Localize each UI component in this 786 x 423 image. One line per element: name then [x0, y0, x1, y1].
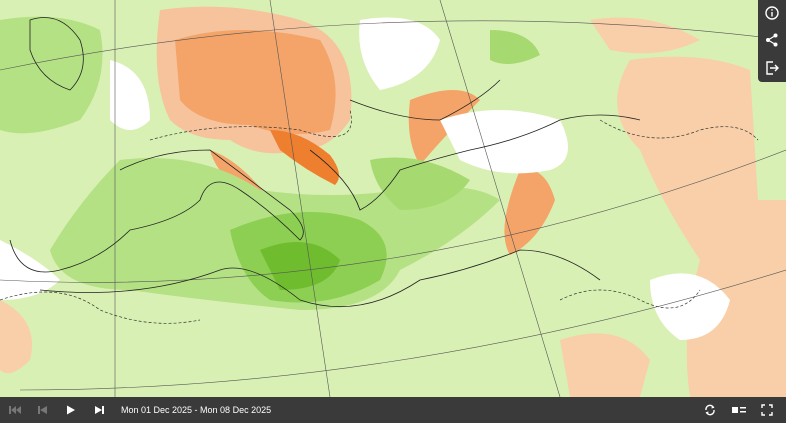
warm-area-peak: [270, 130, 339, 185]
graticule-line: [439, 0, 561, 397]
info-button[interactable]: [764, 5, 780, 21]
coastlines: [9, 17, 641, 308]
cool-area: [490, 30, 540, 64]
cool-area: [0, 16, 103, 134]
warm-area: [560, 333, 650, 397]
contour: [149, 109, 352, 141]
share-button[interactable]: [764, 32, 780, 48]
date-range: Mon 01 Dec 2025 - Mon 08 Dec 2025: [121, 405, 272, 415]
graticule-line: [19, 269, 786, 391]
fullscreen-button[interactable]: [760, 403, 774, 417]
cool-area-peak: [260, 242, 340, 290]
coastline: [309, 114, 641, 211]
neutral-area: [359, 17, 440, 90]
cool-area: [370, 157, 470, 210]
graticule: [0, 0, 786, 397]
warm-area-strong: [175, 30, 336, 134]
coastline: [9, 149, 304, 273]
neutral-area: [650, 273, 730, 340]
contour: [0, 291, 201, 324]
neutral-area: [0, 240, 60, 300]
coastline: [29, 17, 84, 91]
first-button[interactable]: [8, 404, 22, 416]
contour: [559, 289, 701, 309]
graticule-line: [0, 20, 786, 71]
next-button[interactable]: [92, 404, 106, 416]
anomaly-map: [0, 0, 786, 397]
coastline: [39, 249, 601, 308]
warm-area: [617, 56, 786, 397]
legend-button[interactable]: [731, 403, 747, 417]
export-button[interactable]: [764, 60, 780, 76]
coastline: [349, 79, 501, 121]
play-button[interactable]: [64, 404, 78, 416]
warm-area: [590, 17, 700, 54]
significance-contours: [0, 109, 759, 324]
side-toolbar: [758, 0, 786, 82]
contour: [599, 119, 759, 141]
loop-button[interactable]: [703, 403, 717, 417]
graticule-line: [269, 0, 331, 397]
warm-area: [0, 300, 32, 374]
previous-button[interactable]: [36, 404, 50, 416]
graticule-line: [0, 149, 786, 283]
neutral-area: [110, 60, 150, 130]
player-bar: Mon 01 Dec 2025 - Mon 08 Dec 2025: [0, 397, 786, 423]
